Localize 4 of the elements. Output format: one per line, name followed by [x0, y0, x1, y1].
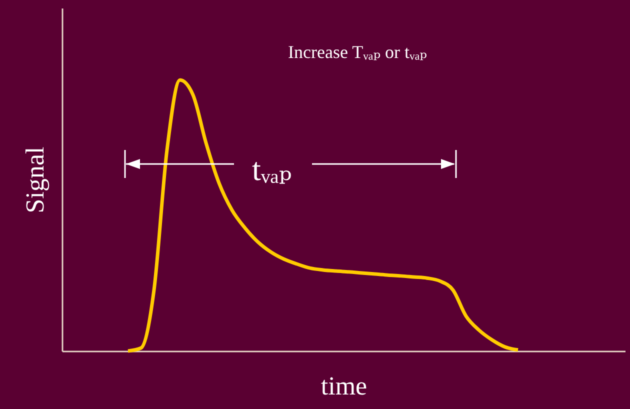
y-axis-title: Signal: [20, 146, 50, 214]
annotation: tᵥₐₚ: [246, 150, 298, 188]
x-axis-title: time: [320, 372, 368, 400]
text: Increase Tᵥₐₚ or tᵥₐₚ: [288, 42, 427, 63]
